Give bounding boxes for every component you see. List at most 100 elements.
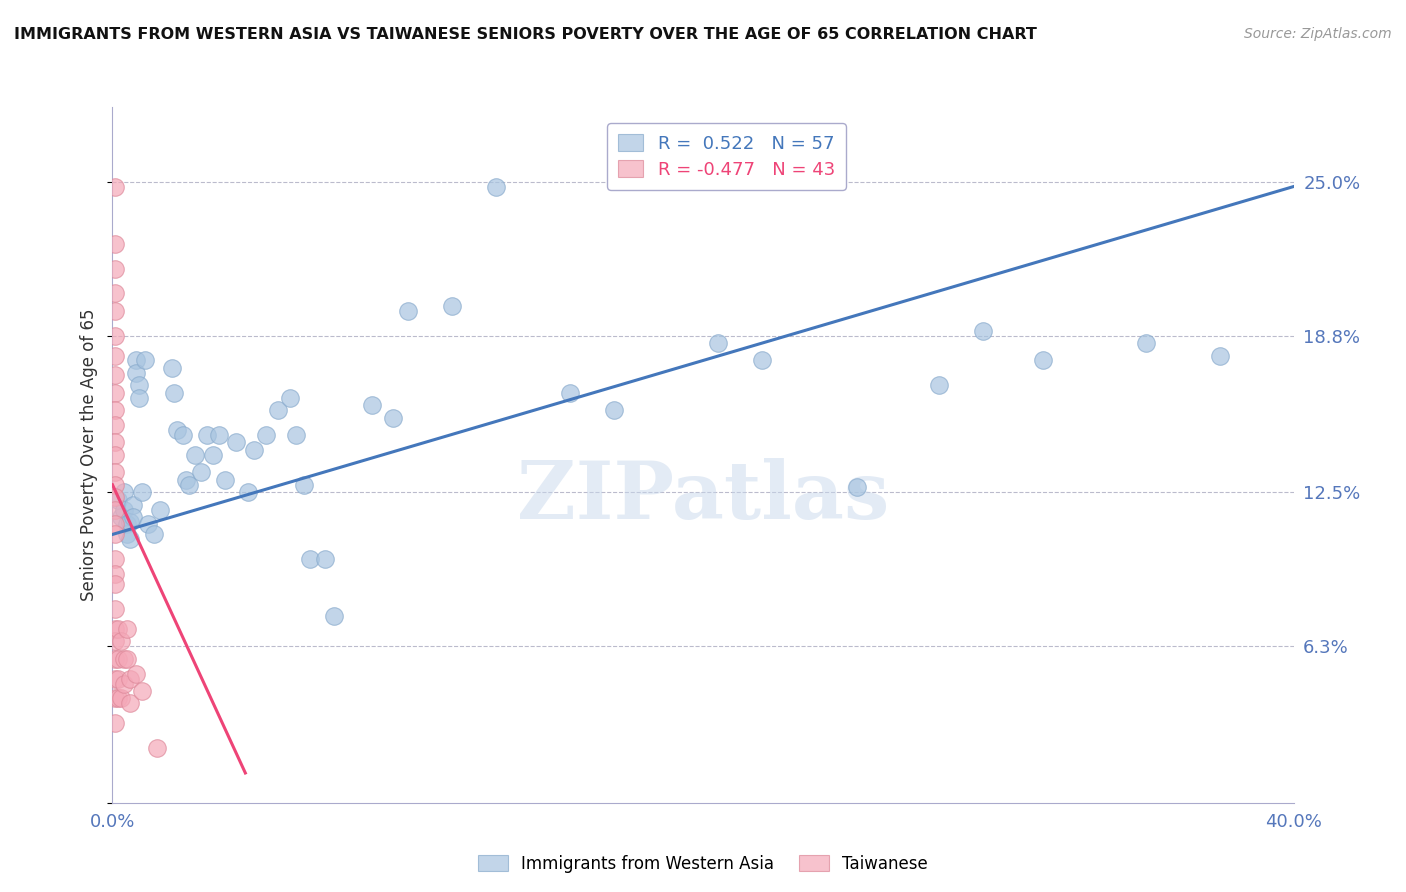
Point [117, 527, 138, 541]
Point [117, 651, 138, 665]
Point [973, 324, 995, 338]
Point [441, 299, 464, 313]
Point [238, 485, 260, 500]
Point [107, 651, 129, 665]
Point [1032, 353, 1054, 368]
Point [104, 385, 127, 400]
Point [104, 261, 127, 276]
Point [166, 423, 188, 437]
Text: IMMIGRANTS FROM WESTERN ASIA VS TAIWANESE SENIORS POVERTY OVER THE AGE OF 65 COR: IMMIGRANTS FROM WESTERN ASIA VS TAIWANES… [14, 27, 1038, 42]
Point [751, 353, 773, 368]
Point [104, 448, 127, 462]
Point [314, 552, 336, 566]
Point [382, 410, 405, 425]
Point [104, 672, 127, 686]
Point [134, 353, 156, 368]
Point [120, 672, 142, 686]
Point [254, 428, 277, 442]
Point [142, 527, 165, 541]
Point [104, 602, 127, 616]
Point [120, 515, 142, 529]
Point [112, 502, 135, 516]
Point [160, 361, 183, 376]
Point [117, 517, 138, 532]
Point [107, 492, 129, 507]
Point [104, 236, 127, 251]
Point [558, 385, 582, 400]
Point [284, 428, 307, 442]
Point [208, 428, 231, 442]
Point [201, 448, 224, 462]
Point [179, 477, 201, 491]
Point [112, 676, 135, 690]
Point [104, 552, 127, 566]
Point [104, 577, 127, 591]
Point [485, 179, 508, 194]
Point [214, 473, 236, 487]
Point [125, 353, 148, 368]
Point [128, 391, 150, 405]
Point [267, 403, 290, 417]
Point [299, 552, 322, 566]
Point [110, 634, 132, 648]
Y-axis label: Seniors Poverty Over the Age of 65: Seniors Poverty Over the Age of 65 [80, 309, 98, 601]
Point [104, 403, 127, 417]
Point [104, 286, 127, 301]
Point [122, 498, 145, 512]
Point [706, 336, 728, 351]
Point [292, 477, 315, 491]
Point [146, 741, 169, 756]
Point [149, 502, 172, 516]
Point [174, 473, 197, 487]
Point [243, 442, 266, 457]
Point [131, 684, 153, 698]
Point [125, 666, 148, 681]
Point [1135, 336, 1157, 351]
Point [120, 697, 142, 711]
Point [104, 435, 127, 450]
Point [104, 502, 127, 516]
Point [104, 490, 127, 504]
Point [104, 651, 127, 665]
Point [104, 466, 127, 480]
Point [107, 672, 129, 686]
Point [112, 651, 135, 665]
Point [104, 349, 127, 363]
Point [396, 303, 419, 318]
Point [110, 691, 132, 706]
Point [163, 385, 186, 400]
Point [361, 398, 384, 412]
Point [104, 527, 127, 541]
Point [110, 510, 132, 524]
Point [107, 691, 129, 706]
Point [104, 567, 127, 582]
Point [104, 477, 127, 491]
Point [104, 303, 127, 318]
Point [172, 428, 194, 442]
Point [104, 179, 127, 194]
Point [928, 378, 950, 392]
Point [278, 391, 301, 405]
Point [104, 328, 127, 343]
Point [195, 428, 218, 442]
Point [323, 609, 346, 624]
Legend: Immigrants from Western Asia, Taiwanese: Immigrants from Western Asia, Taiwanese [471, 848, 935, 880]
Point [131, 485, 153, 500]
Point [136, 517, 159, 532]
Point [125, 366, 148, 380]
Point [104, 622, 127, 636]
Point [104, 634, 127, 648]
Point [112, 485, 135, 500]
Point [117, 622, 138, 636]
Point [603, 403, 626, 417]
Point [120, 533, 142, 547]
Point [122, 510, 145, 524]
Point [107, 622, 129, 636]
Point [845, 480, 868, 494]
Point [104, 418, 127, 433]
Legend: R =  0.522   N = 57, R = -0.477   N = 43: R = 0.522 N = 57, R = -0.477 N = 43 [607, 123, 846, 189]
Text: Source: ZipAtlas.com: Source: ZipAtlas.com [1244, 27, 1392, 41]
Point [104, 368, 127, 383]
Text: ZIPatlas: ZIPatlas [517, 458, 889, 536]
Point [184, 448, 207, 462]
